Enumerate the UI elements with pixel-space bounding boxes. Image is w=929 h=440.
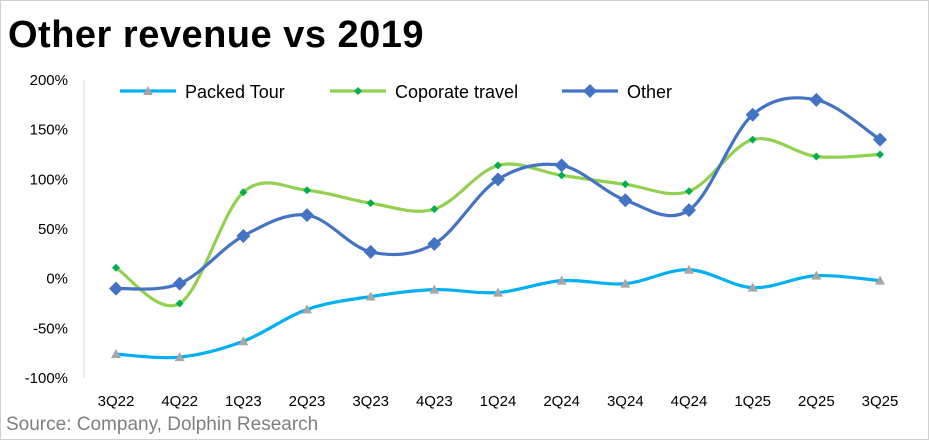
- data-point: [363, 244, 378, 259]
- data-point: [172, 276, 187, 291]
- data-point: [557, 171, 566, 180]
- data-point: [491, 172, 505, 187]
- legend-item: Other: [562, 82, 672, 102]
- series-line: [115, 268, 881, 360]
- chart-title: Other revenue vs 2019: [8, 14, 425, 56]
- data-point: [809, 92, 824, 107]
- y-tick-label: 50%: [38, 221, 68, 238]
- x-tick-label: 3Q23: [352, 393, 389, 410]
- data-point: [684, 264, 694, 274]
- data-point: [303, 186, 311, 195]
- data-point: [554, 158, 569, 173]
- legend-label: Coporate travel: [395, 82, 518, 102]
- data-point: [239, 188, 248, 197]
- data-point: [494, 161, 502, 170]
- x-tick-label: 2Q24: [543, 393, 580, 410]
- legend-item: Coporate travel: [330, 82, 518, 102]
- data-point: [109, 281, 123, 296]
- y-tick-label: 150%: [30, 122, 68, 139]
- data-point: [112, 263, 120, 272]
- x-tick-label: 3Q25: [862, 393, 899, 410]
- data-point: [618, 193, 633, 208]
- data-point: [236, 228, 251, 243]
- x-tick-label: 4Q22: [161, 393, 198, 410]
- data-point: [427, 236, 442, 251]
- data-point: [685, 187, 693, 196]
- source-note: Source: Company, Dolphin Research: [6, 414, 319, 435]
- data-point: [493, 287, 503, 297]
- legend-label: Other: [627, 82, 672, 102]
- y-tick-label: -50%: [33, 320, 68, 337]
- series-line: [115, 96, 881, 291]
- data-point: [876, 150, 884, 159]
- legend-item: Packed Tour: [120, 82, 285, 102]
- y-tick-label: 0%: [46, 271, 68, 288]
- x-tick-label: 1Q24: [480, 393, 517, 410]
- x-tick-label: 4Q23: [416, 393, 453, 410]
- x-tick-label: 2Q25: [798, 393, 835, 410]
- data-point: [811, 270, 822, 280]
- series-0: [111, 264, 885, 362]
- data-point: [682, 203, 696, 218]
- series-2: [109, 92, 887, 296]
- data-point: [430, 205, 439, 214]
- data-point: [238, 336, 249, 346]
- x-tick-label: 1Q25: [734, 393, 771, 410]
- x-tick-label: 3Q24: [607, 393, 644, 410]
- x-tick-label: 4Q24: [671, 393, 708, 410]
- data-point: [875, 275, 885, 285]
- series-1: [112, 135, 884, 308]
- y-tick-label: -100%: [25, 370, 68, 387]
- data-point: [745, 107, 760, 122]
- x-tick-label: 1Q23: [225, 393, 262, 410]
- data-point: [747, 282, 758, 292]
- data-point: [365, 291, 376, 301]
- data-point: [174, 352, 185, 362]
- data-point: [620, 278, 631, 288]
- y-tick-label: 100%: [30, 171, 68, 188]
- data-point: [812, 152, 821, 161]
- data-point: [556, 275, 567, 285]
- legend-label: Packed Tour: [185, 82, 285, 102]
- data-point: [175, 299, 184, 308]
- data-point: [366, 199, 375, 208]
- data-point: [748, 135, 757, 144]
- data-point: [583, 84, 597, 98]
- y-tick-label: 200%: [30, 72, 68, 89]
- data-point: [354, 87, 362, 95]
- data-point: [621, 180, 630, 189]
- x-tick-label: 2Q23: [289, 393, 326, 410]
- data-point: [111, 349, 121, 359]
- data-point: [300, 208, 314, 223]
- data-point: [302, 304, 312, 314]
- data-point: [429, 284, 440, 294]
- data-point: [873, 132, 887, 147]
- x-tick-label: 3Q22: [98, 393, 135, 410]
- data-point: [143, 86, 153, 95]
